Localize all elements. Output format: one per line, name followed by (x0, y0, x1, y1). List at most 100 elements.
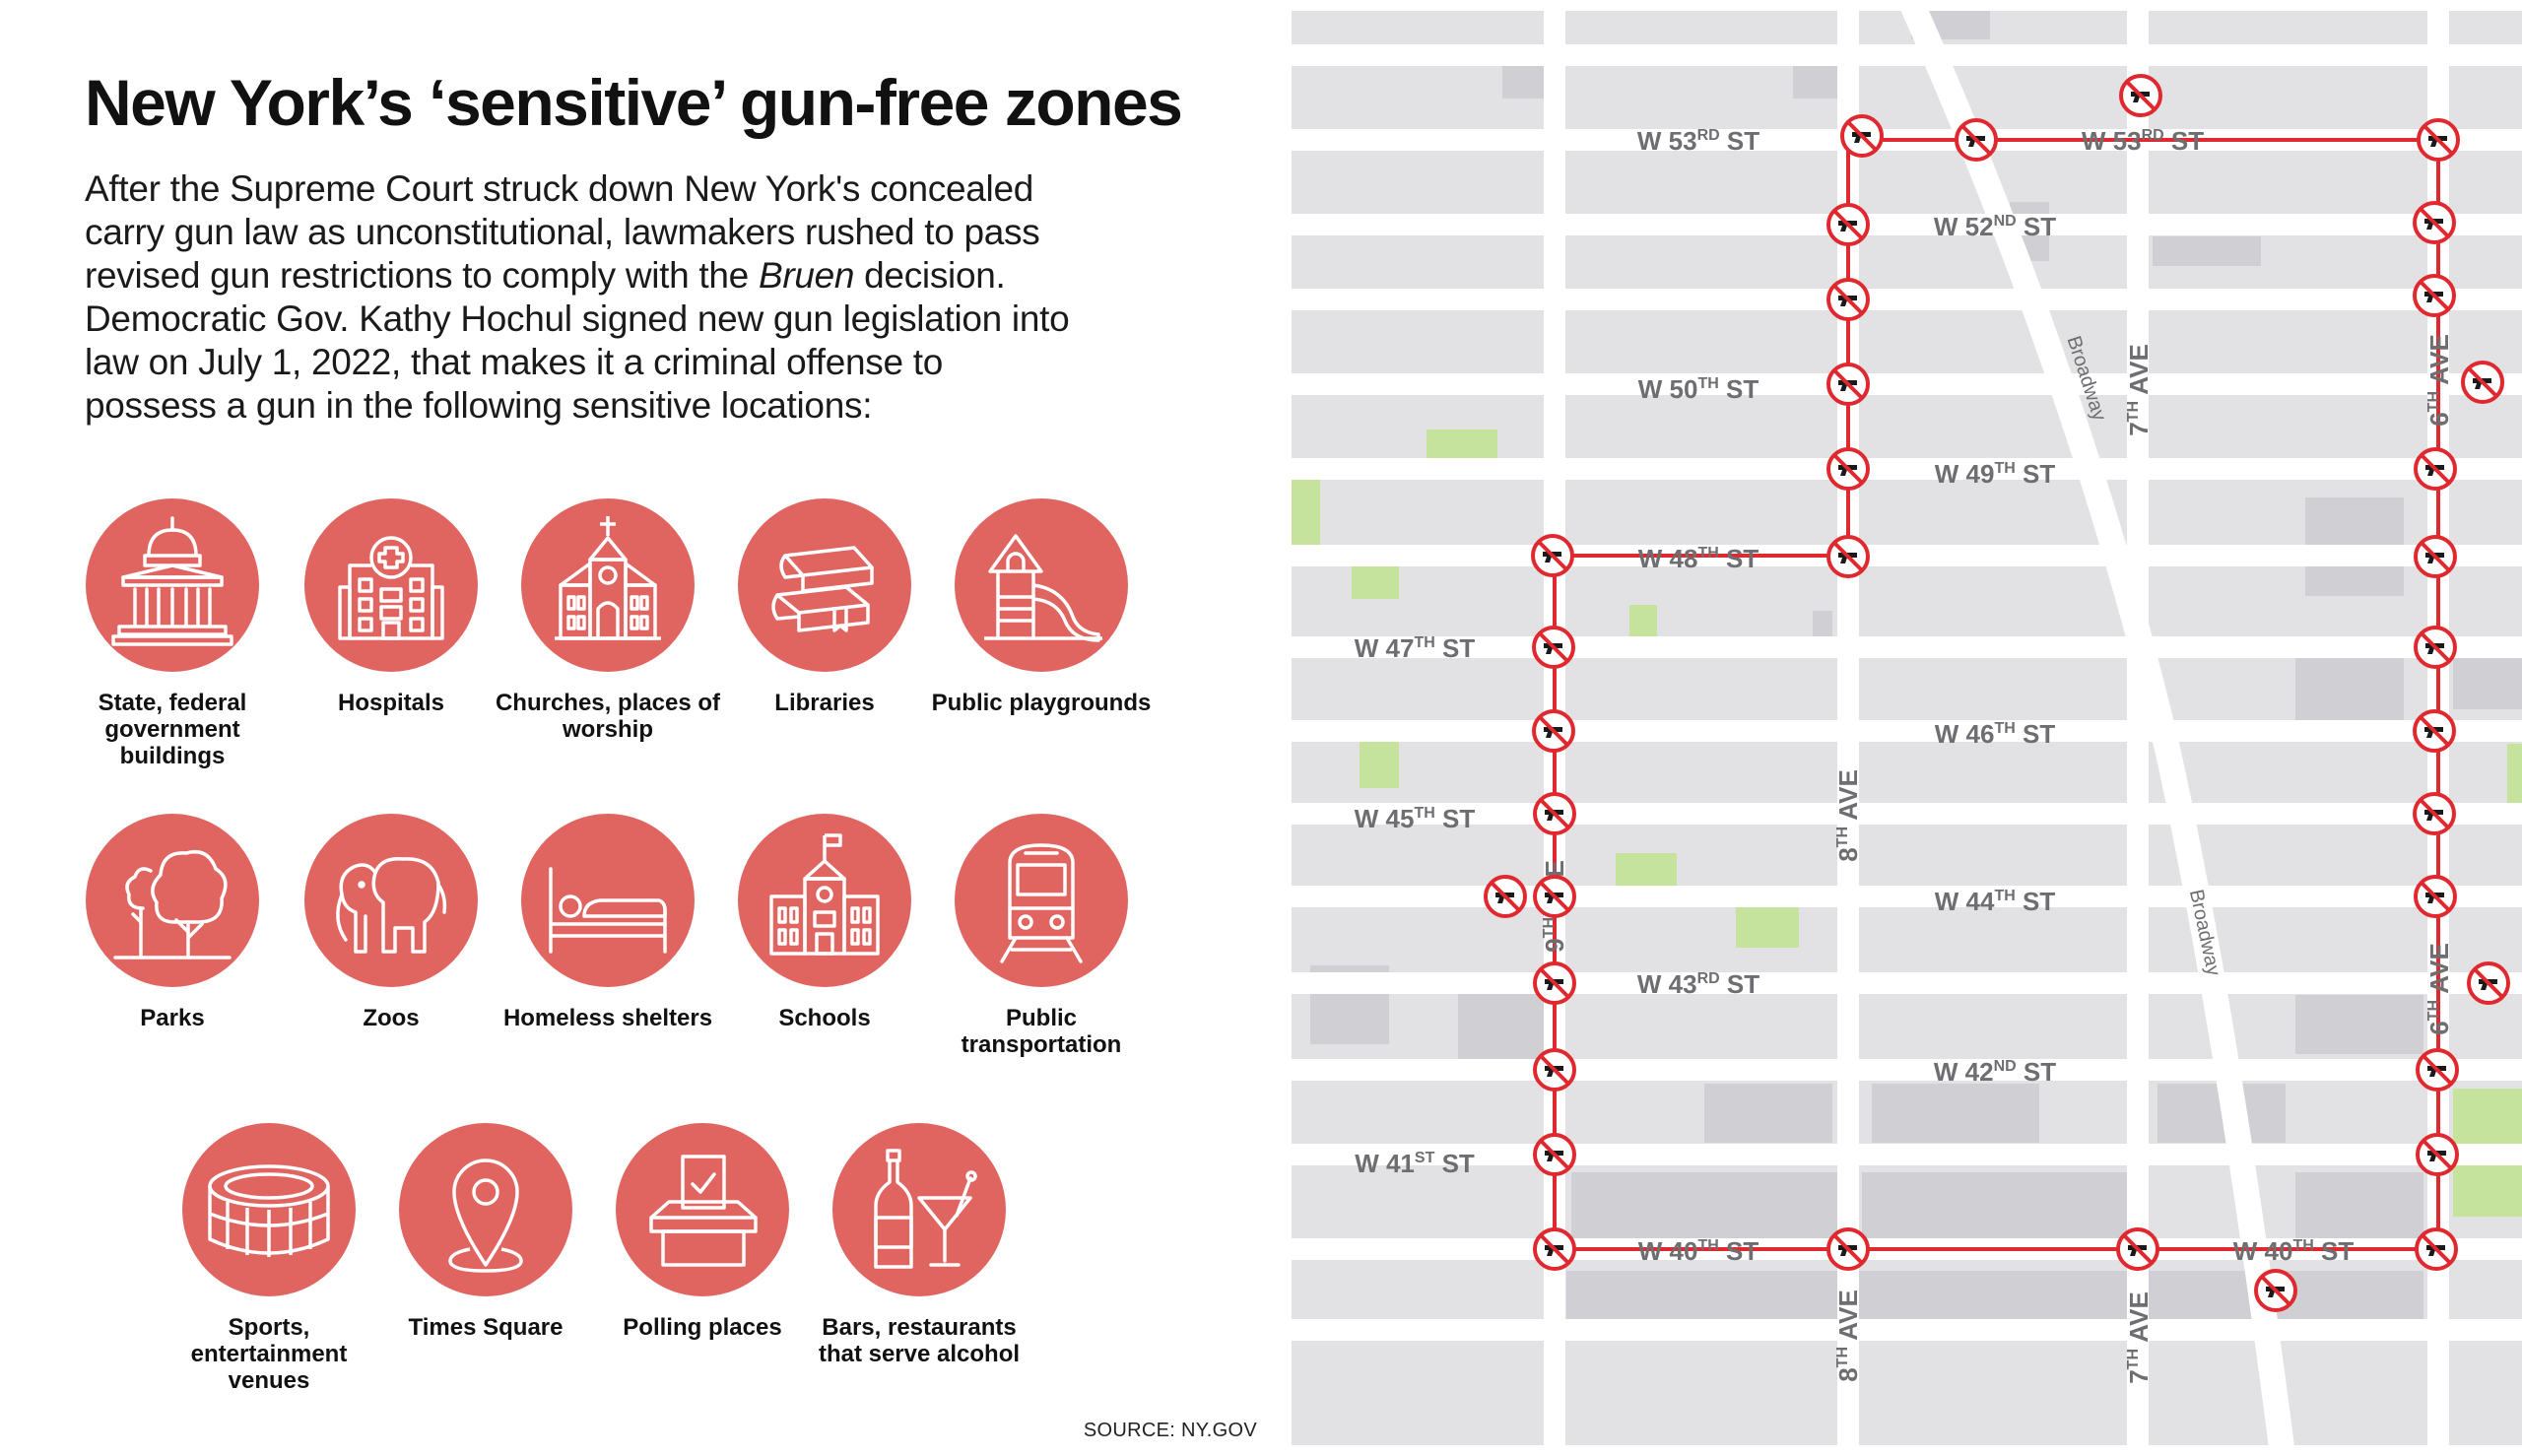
street-label-w41: W 41ST ST (1355, 1149, 1475, 1178)
category-circle (304, 498, 478, 672)
no-gun-marker (2413, 201, 2456, 244)
street-label-w42: W 42ND ST (1934, 1057, 2056, 1087)
category-circle (521, 498, 695, 672)
category-label: Libraries (774, 690, 875, 716)
government-building-icon (111, 516, 233, 646)
category-circle (86, 814, 259, 987)
no-gun-marker (1826, 278, 1870, 321)
category-circle (738, 814, 911, 987)
no-gun-marker (2413, 274, 2456, 317)
map-canvas[interactable]: W 53RD ST W 53RD ST W 52ND ST W 50TH ST W 49… (1281, 0, 2522, 1456)
building-block (2295, 1172, 2423, 1241)
park (1616, 853, 1677, 891)
no-gun-marker (1826, 363, 1870, 406)
no-gun-marker (1532, 626, 1575, 669)
street-label-w47: W 47TH ST (1355, 633, 1476, 663)
street-label-w40: W 40TH ST (1638, 1236, 1759, 1266)
building-block (1571, 1172, 1837, 1241)
category-label: Zoos (363, 1005, 420, 1031)
category-label: Times Square (408, 1314, 564, 1341)
street-road (1281, 373, 2522, 395)
no-gun-marker (1533, 1048, 1576, 1092)
no-gun-marker (1826, 1227, 1870, 1271)
street-label-w44: W 44TH ST (1935, 887, 2056, 916)
street-label-w40: W 40TH ST (2233, 1236, 2355, 1266)
no-gun-marker (1533, 875, 1576, 918)
category-times-square: Times Square (372, 1123, 599, 1341)
category-circle (738, 498, 911, 672)
park (2507, 744, 2522, 803)
park (1629, 605, 1657, 638)
no-gun-marker (1484, 875, 1527, 918)
category-playgrounds: Public playgrounds (928, 498, 1155, 716)
stadium-icon (208, 1164, 330, 1257)
category-bars-restaurants: Bars, restaurants that serve alcohol (806, 1123, 1032, 1367)
street-map[interactable]: W 53RD ST W 53RD ST W 52ND ST W 50TH ST W 49… (1281, 0, 2522, 1456)
category-parks: Parks (59, 814, 286, 1031)
street-label-w48: W 48TH ST (1638, 544, 1759, 573)
ballot-box-icon (649, 1155, 758, 1267)
category-label: Homeless shelters (502, 1005, 713, 1031)
category-label: Polling places (623, 1314, 782, 1341)
no-gun-marker (2416, 1048, 2459, 1092)
avenue-road (2127, 0, 2149, 1456)
category-public-transportation: Public transportation (928, 814, 1155, 1058)
category-zoos: Zoos (278, 814, 504, 1031)
bed-icon (549, 867, 667, 954)
street-road (1281, 636, 2522, 658)
building-block (2153, 236, 2261, 266)
intro-text: After the Supreme Court struck down New … (85, 167, 1070, 428)
building-block (2295, 995, 2423, 1054)
category-circle (304, 814, 478, 987)
street-road (1281, 44, 2522, 66)
no-gun-marker (2116, 1227, 2159, 1271)
street-label-w45: W 45TH ST (1355, 804, 1476, 833)
hospital-icon (338, 536, 444, 640)
no-gun-marker (2416, 1133, 2459, 1176)
broadway-road (1895, 0, 2296, 1456)
street-label-w49: W 49TH ST (1935, 459, 2056, 489)
street-road (1281, 1059, 2522, 1081)
train-icon (1000, 843, 1083, 963)
avenue-road (1281, 0, 1292, 1456)
no-gun-marker (1533, 1227, 1576, 1271)
street-road (1281, 886, 2522, 907)
category-label: Sports, entertainment venues (190, 1314, 348, 1394)
no-gun-marker (2119, 74, 2162, 117)
no-gun-marker (1533, 792, 1576, 835)
no-gun-marker (2413, 792, 2456, 835)
intro-emphasis: Bruen (758, 255, 855, 296)
avenue-label-7th: 7TH AVE (2124, 344, 2154, 436)
source-note: SOURCE: NY.GOV (1083, 1420, 1257, 1441)
street-road (1281, 458, 2522, 480)
category-circle (399, 1123, 572, 1296)
building-block (2295, 650, 2404, 729)
avenue-label-7th: 7TH AVE (2124, 1291, 2154, 1384)
park (1360, 739, 1399, 788)
no-gun-marker (1826, 535, 1870, 578)
no-gun-marker (2417, 118, 2460, 162)
no-gun-marker (1533, 1133, 1576, 1176)
category-churches: Churches, places of worship (495, 498, 721, 743)
no-gun-marker (1826, 203, 1870, 246)
no-gun-marker (2467, 961, 2510, 1005)
category-hospitals: Hospitals (278, 498, 504, 716)
no-gun-marker (1840, 114, 1884, 158)
category-label: Churches, places of worship (495, 690, 721, 743)
no-gun-marker (1955, 118, 1998, 162)
street-label-w50: W 50TH ST (1638, 374, 1759, 404)
avenue-label-8th: 8TH AVE (1833, 769, 1863, 862)
street-road (1281, 1144, 2522, 1165)
park (1352, 563, 1399, 599)
category-schools: Schools (711, 814, 938, 1031)
category-circle (521, 814, 695, 987)
avenue-label-8th: 8TH AVE (1833, 1290, 1863, 1382)
infographic-panel: New York’s ‘sensitive’ gun-free zones Af… (59, 67, 1257, 1441)
books-icon (771, 546, 874, 632)
street-road (1281, 1319, 2522, 1341)
street-label-w52: W 52ND ST (1934, 212, 2056, 241)
street-label-w43: W 43RD ST (1637, 969, 1759, 999)
street-road (1281, 803, 2522, 825)
category-circle (955, 498, 1128, 672)
category-circle (955, 814, 1128, 987)
